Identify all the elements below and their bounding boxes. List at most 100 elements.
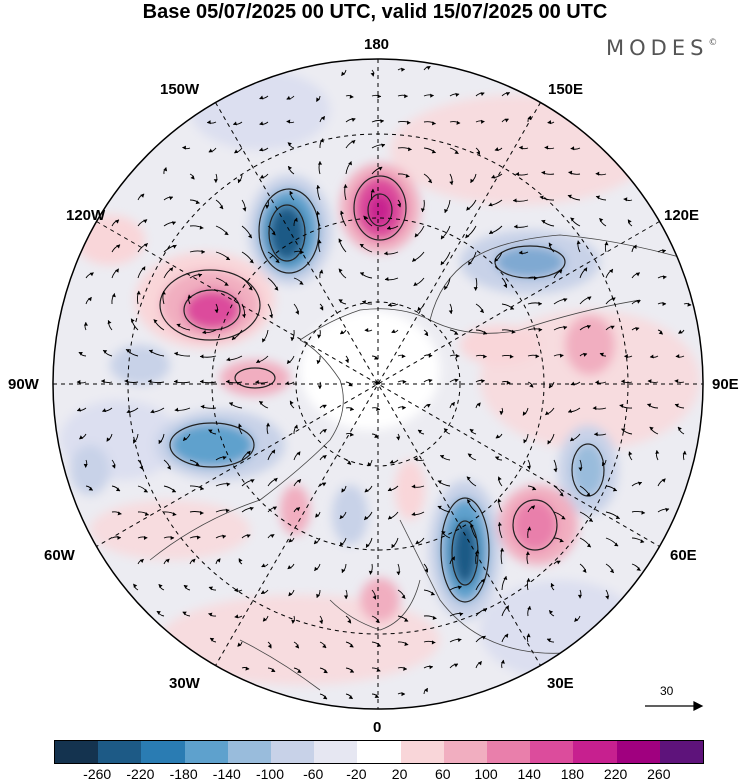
wind-vector-head — [387, 225, 391, 230]
wind-vector-head — [321, 116, 325, 121]
wind-vector-head — [535, 354, 540, 359]
wind-vector-head — [348, 382, 353, 387]
wind-vectors — [76, 66, 692, 700]
wind-vector-head — [570, 146, 575, 151]
wind-vector-head — [384, 276, 389, 282]
wind-vector-head — [183, 436, 187, 441]
wind-vector-head — [451, 402, 455, 407]
wind-vector-head — [136, 290, 141, 295]
wind-vector-head — [495, 456, 500, 461]
wind-vector-head — [427, 179, 432, 184]
wind-vector-head — [287, 565, 292, 569]
wind-vector-head — [225, 508, 230, 513]
wind-vector-head — [454, 331, 459, 335]
wind-vector-head — [153, 319, 158, 324]
wind-vector-head — [548, 242, 553, 247]
wind-vector-head — [83, 322, 89, 326]
wind-vector-head — [348, 161, 352, 166]
wind-vector-head — [316, 593, 320, 598]
wind-vector-head — [473, 287, 478, 291]
wind-vector-head — [341, 71, 346, 76]
wind-vector-head — [570, 437, 575, 441]
wind-vector-head — [207, 120, 211, 125]
wind-vector-head — [349, 669, 354, 673]
colorbar — [54, 740, 704, 764]
wind-vector-head — [317, 161, 323, 165]
lon-label-150e: 150E — [548, 81, 584, 98]
wind-vector-head — [360, 272, 365, 276]
wind-vector-head — [424, 332, 428, 337]
wind-vector-head — [132, 439, 137, 444]
wind-vector-head — [143, 219, 148, 224]
wind-vector-head — [315, 513, 320, 518]
wind-vector-head — [229, 402, 234, 406]
wind-vector-head — [322, 482, 327, 487]
wind-vector-head — [503, 576, 508, 581]
wind-vector-head — [628, 451, 633, 456]
wind-vector-head — [150, 409, 155, 414]
wind-vector-head — [418, 429, 423, 434]
wind-vector-head — [599, 218, 604, 223]
wind-vector-head — [78, 351, 83, 356]
wind-vector-head — [366, 543, 370, 548]
wind-vector-head — [561, 515, 566, 520]
wind-vector-head — [201, 249, 205, 255]
wind-vector-head — [675, 354, 680, 359]
wind-vector-head — [623, 197, 628, 202]
wind-vector-head — [480, 578, 485, 583]
wind-vector-head — [635, 327, 640, 332]
wind-vector-head — [241, 314, 246, 318]
wind-vector-head — [586, 325, 591, 329]
wind-vector-head — [116, 244, 121, 249]
wind-vector-head — [583, 267, 588, 272]
wind-vector-head — [431, 121, 436, 126]
wind-vector-head — [259, 147, 264, 152]
wind-vector-head — [322, 429, 327, 433]
wind-vector-head — [602, 461, 606, 466]
wind-vector-head — [190, 175, 195, 180]
wind-vector-head — [143, 535, 148, 540]
wind-vector-head — [370, 72, 375, 77]
wind-vector-head — [345, 359, 350, 363]
wind-vector-head — [323, 669, 328, 674]
wind-vector-head — [481, 119, 485, 124]
wind-vector-head — [288, 591, 293, 596]
wind-vector-head — [269, 314, 274, 319]
wind-vector-head — [415, 540, 420, 544]
wind-vector-head — [428, 378, 433, 383]
wind-vector-head — [149, 349, 154, 354]
colorbar-tick-label: 100 — [474, 766, 498, 782]
wind-vector-head — [376, 407, 380, 412]
colorbar-tick-label: 220 — [603, 766, 628, 782]
colorbar-swatch — [227, 741, 272, 763]
wind-vector-head — [424, 568, 429, 573]
wind-vector-head — [431, 640, 436, 645]
wind-vector-head — [289, 400, 294, 405]
wind-vector-head — [541, 219, 546, 224]
wind-vector-head — [495, 434, 500, 439]
wind-vector-head — [338, 299, 343, 303]
wind-vector-head — [457, 638, 462, 643]
wind-vector-head — [636, 566, 641, 571]
wind-vector-head — [219, 205, 224, 210]
wind-vector-head — [556, 560, 561, 565]
wind-vector-head — [319, 306, 324, 311]
wind-vector-head — [401, 594, 406, 599]
wind-vector-head — [412, 257, 417, 262]
reference-arrow-icon — [645, 701, 704, 711]
wind-vector-head — [456, 120, 461, 125]
wind-vector-head — [322, 404, 327, 409]
colorbar-tick-label: 20 — [391, 766, 408, 782]
wind-vector-head — [317, 334, 322, 339]
wind-vector-head — [417, 306, 422, 311]
wind-vector-head — [632, 244, 637, 249]
wind-vector-head — [319, 620, 324, 624]
wind-vector-head — [583, 352, 588, 357]
wind-vector-head — [293, 217, 298, 222]
lon-label-180: 180 — [364, 36, 390, 53]
wind-vector-head — [349, 94, 354, 99]
wind-vector-head — [234, 588, 238, 593]
wind-vector-head — [270, 534, 275, 539]
wind-vector-head — [441, 531, 446, 535]
colorbar-tick-label: -220 — [126, 766, 155, 782]
